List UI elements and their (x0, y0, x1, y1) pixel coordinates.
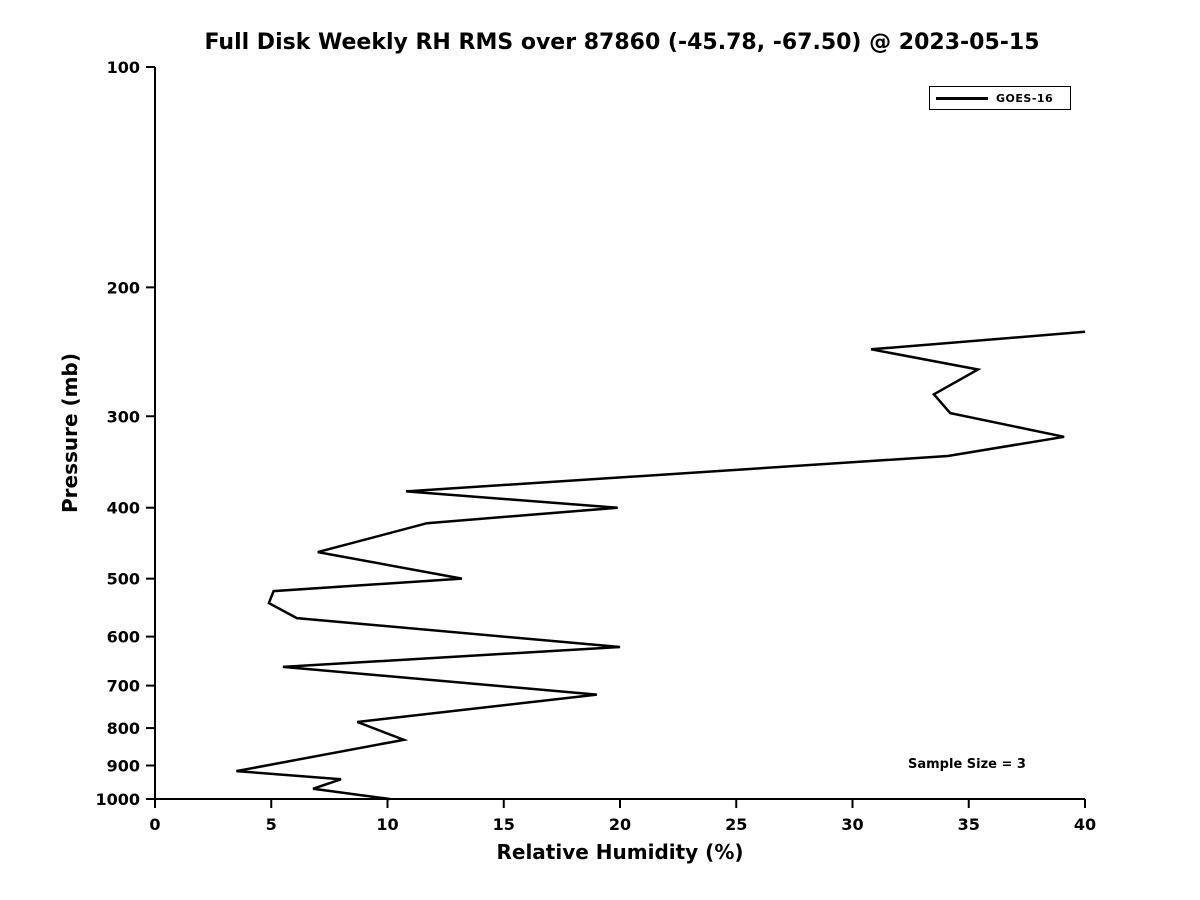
x-axis-label: Relative Humidity (%) (496, 840, 744, 864)
legend-line-sample (936, 96, 988, 100)
y-tick-label: 700 (107, 677, 140, 696)
legend: GOES-16 (929, 86, 1071, 110)
axes (154, 67, 1085, 800)
y-tick-label: 1000 (95, 790, 140, 809)
chart-title: Full Disk Weekly RH RMS over 87860 (-45.… (204, 30, 1040, 55)
y-tick-label: 200 (107, 278, 140, 297)
y-tick-label: 400 (107, 499, 140, 518)
y-tick-label: 500 (107, 570, 140, 589)
x-tick-label: 35 (958, 815, 980, 834)
sample-size-annotation: Sample Size = 3 (908, 757, 1026, 772)
x-tick-label: 5 (266, 815, 277, 834)
y-tick-label: 600 (107, 628, 140, 647)
y-tick-label: 900 (107, 757, 140, 776)
x-tick-label: 30 (841, 815, 863, 834)
y-tick-label: 800 (107, 719, 140, 738)
x-axis-ticks: 0 5 10 15 20 25 30 35 40 (149, 799, 1096, 834)
x-tick-label: 10 (376, 815, 398, 834)
x-tick-label: 0 (149, 815, 160, 834)
x-tick-label: 20 (609, 815, 631, 834)
y-tick-label: 300 (107, 407, 140, 426)
legend-entry-label: GOES-16 (996, 91, 1054, 105)
x-tick-label: 25 (725, 815, 747, 834)
goes-16-line (236, 330, 1086, 801)
y-tick-label: 100 (107, 58, 140, 77)
x-tick-label: 15 (493, 815, 515, 834)
x-tick-label: 40 (1074, 815, 1096, 834)
y-axis-ticks: 100 200 300 400 500 600 700 800 900 1000 (95, 58, 155, 809)
y-axis-label: Pressure (mb) (58, 353, 82, 513)
